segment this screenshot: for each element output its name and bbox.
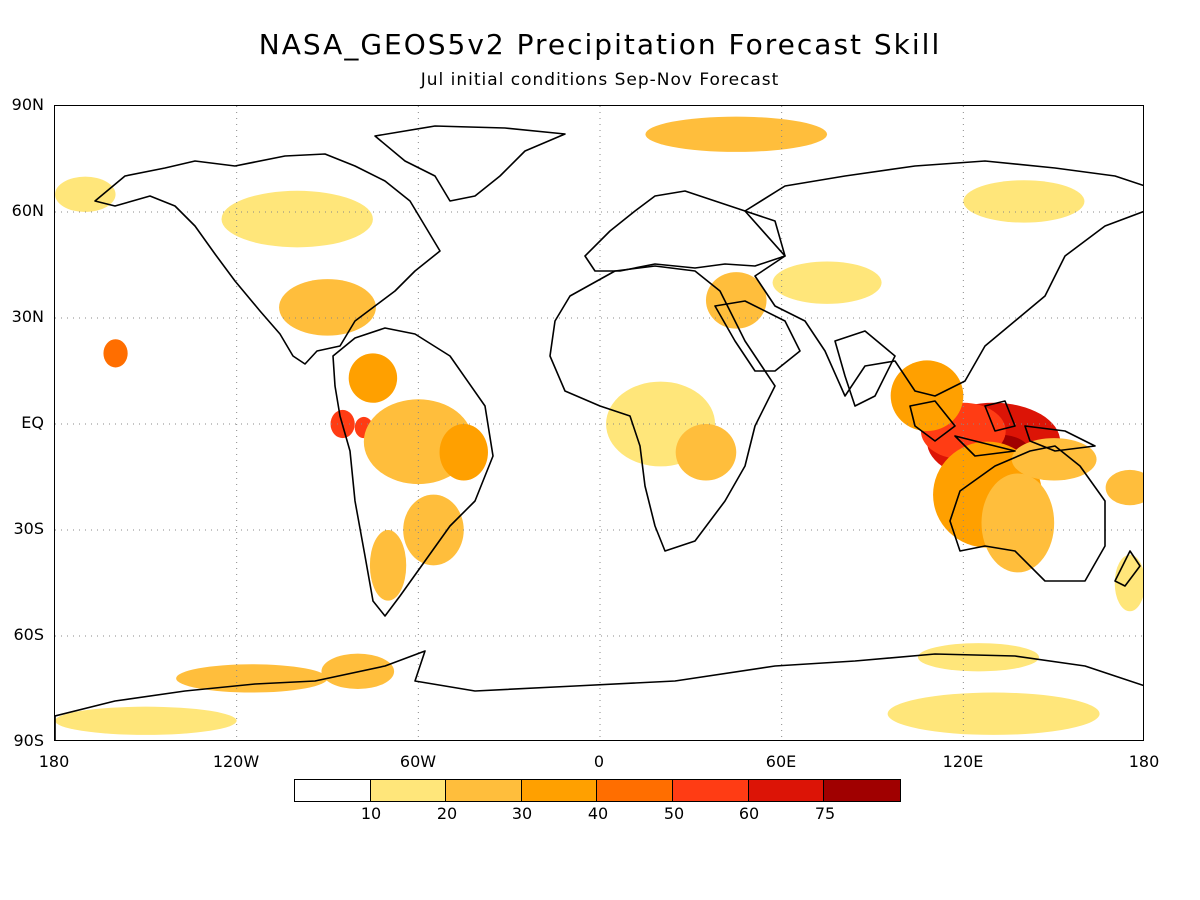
lon-label: 180 xyxy=(38,752,70,771)
lat-label: 30N xyxy=(11,307,44,326)
skill-region xyxy=(981,473,1055,573)
coastline-arabia xyxy=(714,300,801,372)
legend-label: 40 xyxy=(587,804,609,823)
lon-label: 60W xyxy=(399,752,437,771)
coastline-antarctica xyxy=(55,650,1143,740)
coastline-new-zealand xyxy=(1114,550,1141,587)
lat-label: EQ xyxy=(21,413,44,432)
legend-swatch xyxy=(446,780,522,801)
skill-region xyxy=(963,180,1085,223)
lat-label: 30S xyxy=(13,519,44,538)
skill-region xyxy=(369,530,407,601)
coastline-australia xyxy=(949,445,1106,582)
skill-region xyxy=(55,706,237,735)
skill-region xyxy=(705,272,767,329)
lat-label: 60S xyxy=(13,625,44,644)
coastline-layer xyxy=(55,125,1143,740)
coastline-europe xyxy=(584,190,786,272)
skill-shading-layer xyxy=(55,116,1143,735)
lon-label: 0 xyxy=(593,752,605,771)
legend-label: 10 xyxy=(360,804,382,823)
skill-region xyxy=(55,176,116,212)
skill-region xyxy=(887,692,1100,735)
legend-label: 30 xyxy=(511,804,533,823)
legend-label: 20 xyxy=(436,804,458,823)
map-title: NASA_GEOS5v2 Precipitation Forecast Skil… xyxy=(258,28,942,61)
graticule-layer xyxy=(55,106,1143,740)
legend-swatch xyxy=(748,780,825,801)
map-panel xyxy=(54,105,1144,741)
legend-swatch xyxy=(824,780,900,801)
lat-label: 90N xyxy=(11,95,44,114)
skill-region xyxy=(917,643,1040,672)
skill-region xyxy=(772,261,882,304)
lon-label: 180 xyxy=(1128,752,1160,771)
skill-region xyxy=(348,353,398,403)
legend-swatch xyxy=(672,780,749,801)
coastline-asia xyxy=(744,160,1143,397)
skill-region xyxy=(1011,438,1097,481)
skill-region xyxy=(103,339,128,368)
legend-swatch xyxy=(597,780,673,801)
lon-label: 120W xyxy=(212,752,260,771)
coastline-indonesia xyxy=(909,400,1096,457)
color-legend xyxy=(294,779,901,802)
lat-label: 90S xyxy=(13,731,44,750)
legend-label: 75 xyxy=(814,804,836,823)
legend-swatch xyxy=(370,780,447,801)
map-subtitle: Jul initial conditions Sep-Nov Forecast xyxy=(420,70,780,90)
coastline-south-america xyxy=(332,327,494,617)
coastline-india xyxy=(834,330,896,407)
skill-region xyxy=(439,424,488,481)
skill-region xyxy=(675,424,737,481)
skill-region xyxy=(279,279,376,336)
legend-label: 60 xyxy=(738,804,760,823)
coastline-africa xyxy=(549,265,776,552)
coastline-north-america xyxy=(94,153,441,365)
coastline-greenland xyxy=(374,125,566,202)
skill-region xyxy=(176,664,328,693)
skill-map xyxy=(55,106,1143,740)
skill-region xyxy=(1105,469,1143,506)
legend-label: 50 xyxy=(663,804,685,823)
lat-label: 60N xyxy=(11,201,44,220)
lon-label: 60E xyxy=(765,752,797,771)
lon-label: 120E xyxy=(942,752,984,771)
legend-swatch xyxy=(521,780,598,801)
skill-region xyxy=(645,116,828,152)
skill-region xyxy=(221,190,373,248)
legend-swatch xyxy=(295,780,371,801)
